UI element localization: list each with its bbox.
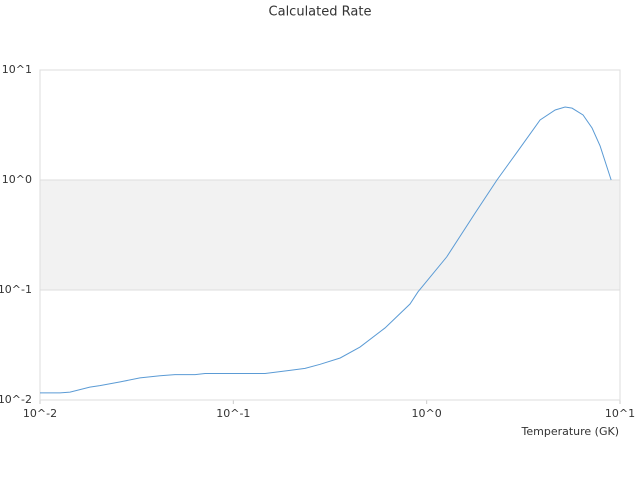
plot-border	[39, 69, 621, 401]
x-tick-label: 10^-2	[23, 407, 57, 420]
y-tick-label: 10^0	[2, 173, 32, 186]
line-series	[40, 106, 612, 394]
y-tick-label: 10^-1	[0, 283, 32, 296]
grid-band	[40, 180, 620, 290]
y-tick-label: 10^1	[2, 63, 32, 76]
x-tick-label: 10^1	[605, 407, 635, 420]
x-tick-label: 10^0	[412, 407, 442, 420]
x-tick-label: 10^-1	[216, 407, 250, 420]
x-axis-label: Temperature (GK)	[521, 425, 620, 438]
y-tick-label: 10^-2	[0, 393, 32, 406]
chart-title: Calculated Rate	[269, 5, 372, 20]
